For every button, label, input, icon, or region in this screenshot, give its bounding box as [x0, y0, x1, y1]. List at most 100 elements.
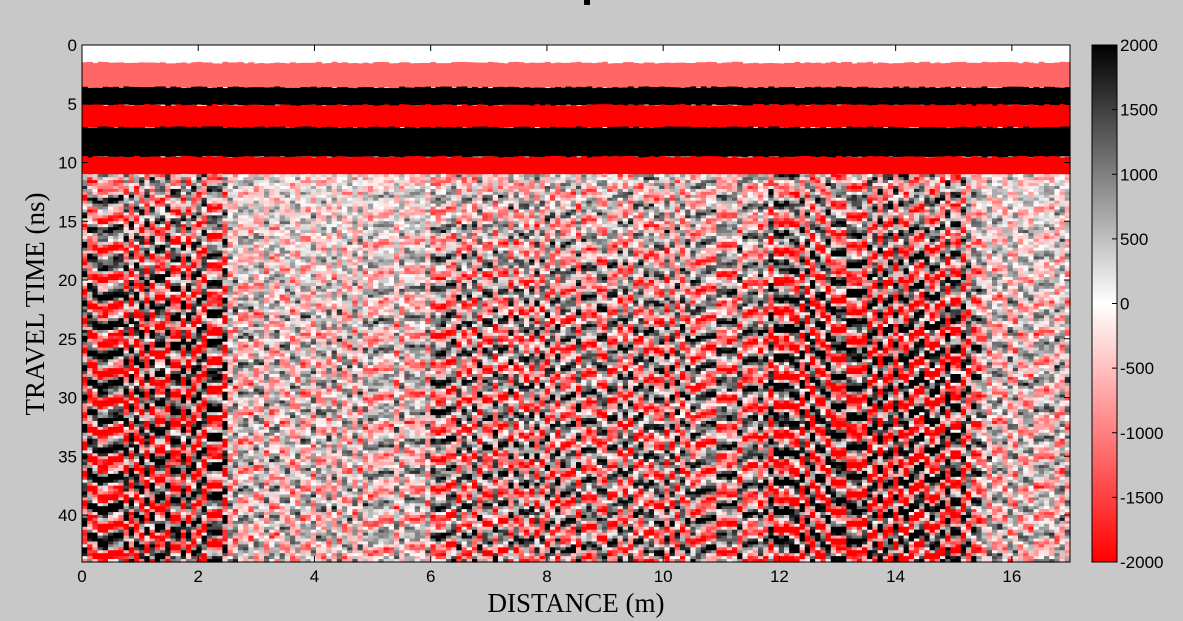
- band-cell: [893, 105, 899, 128]
- trace-cell: [180, 227, 187, 231]
- trace-cell: [134, 356, 140, 360]
- trace-cell: [92, 409, 99, 413]
- trace-cell: [118, 312, 125, 316]
- trace-cell: [165, 350, 171, 355]
- trace-cell: [82, 403, 88, 407]
- trace-cell: [97, 391, 104, 396]
- trace-cell: [113, 403, 119, 407]
- trace-cell: [154, 338, 161, 343]
- band-cell: [1018, 86, 1024, 105]
- trace-cell: [118, 382, 125, 387]
- trace-cell: [154, 379, 161, 384]
- trace-cell: [87, 271, 93, 275]
- trace-cell: [92, 209, 99, 214]
- band-cell: [695, 62, 702, 88]
- trace-cell: [196, 412, 203, 416]
- band-cell: [201, 86, 208, 105]
- trace-cell: [87, 241, 93, 246]
- trace-cell: [186, 550, 192, 554]
- trace-cell: [165, 435, 171, 440]
- band-cell: [238, 105, 244, 129]
- trace-cell: [102, 274, 109, 278]
- trace-cell: [160, 391, 166, 396]
- trace-cell: [113, 368, 119, 372]
- trace-cell: [201, 256, 208, 261]
- trace-cell: [144, 400, 151, 404]
- trace-cell: [165, 385, 171, 390]
- band-cell: [170, 45, 177, 64]
- band-cell: [451, 87, 457, 107]
- trace-cell: [128, 479, 135, 484]
- band-cell: [123, 105, 130, 129]
- trace-cell: [170, 403, 177, 407]
- trace-cell: [128, 426, 135, 431]
- trace-cell: [175, 476, 182, 481]
- band-cell: [331, 156, 338, 175]
- trace-cell: [154, 544, 161, 548]
- trace-cell: [170, 468, 177, 472]
- band-cell: [206, 45, 213, 63]
- trace-cell: [186, 215, 192, 219]
- band-cell: [924, 87, 931, 106]
- trace-cell: [139, 282, 145, 287]
- trace-cell: [191, 186, 197, 190]
- trace-cell: [154, 183, 161, 187]
- band-cell: [789, 157, 795, 176]
- band-cell: [815, 86, 821, 105]
- band-cell: [180, 126, 187, 157]
- band-cell: [586, 45, 593, 64]
- trace-cell: [201, 382, 208, 387]
- trace-cell: [123, 509, 130, 513]
- trace-cell: [206, 356, 213, 360]
- trace-cell: [196, 191, 203, 196]
- trace-cell: [170, 532, 177, 537]
- trace-cell: [108, 418, 114, 422]
- trace-cell: [149, 494, 156, 498]
- trace-cell: [186, 324, 192, 328]
- trace-cell: [196, 441, 203, 446]
- trace-cell: [92, 447, 99, 451]
- trace-cell: [113, 262, 119, 266]
- band-cell: [524, 87, 530, 106]
- trace-cell: [165, 315, 171, 319]
- band-cell: [1012, 86, 1019, 105]
- trace-cell: [186, 285, 192, 290]
- trace-cell: [201, 515, 208, 519]
- band-cell: [248, 104, 255, 128]
- trace-cell: [149, 303, 156, 308]
- trace-cell: [165, 221, 171, 225]
- band-cell: [326, 45, 333, 63]
- trace-cell: [87, 526, 93, 531]
- band-cell: [960, 88, 967, 107]
- band-cell: [950, 127, 957, 158]
- trace-cell: [160, 224, 166, 228]
- trace-cell: [160, 374, 166, 378]
- trace-cell: [97, 456, 104, 460]
- band-cell: [882, 104, 889, 128]
- band-cell: [903, 127, 910, 158]
- trace-cell: [191, 453, 197, 457]
- trace-cell: [201, 547, 208, 551]
- trace-cell: [201, 400, 208, 404]
- trace-cell: [170, 503, 177, 507]
- trace-cell: [102, 180, 109, 184]
- trace-cell: [134, 265, 140, 269]
- trace-cell: [97, 247, 104, 252]
- band-cell: [539, 156, 546, 176]
- trace-cell: [87, 541, 93, 545]
- trace-cell: [139, 515, 145, 519]
- trace-cell: [191, 300, 197, 305]
- trace-cell: [139, 532, 145, 537]
- band-cell: [607, 45, 613, 64]
- band-cell: [492, 45, 499, 63]
- trace-cell: [175, 280, 182, 284]
- trace-cell: [139, 465, 145, 469]
- trace-cell: [201, 479, 208, 484]
- trace-cell: [149, 265, 156, 269]
- trace-cell: [92, 327, 99, 331]
- trace-cell: [180, 476, 187, 481]
- band-cell: [617, 156, 624, 175]
- trace-cell: [170, 365, 177, 369]
- trace-cell: [149, 271, 156, 275]
- trace-cell: [191, 344, 197, 349]
